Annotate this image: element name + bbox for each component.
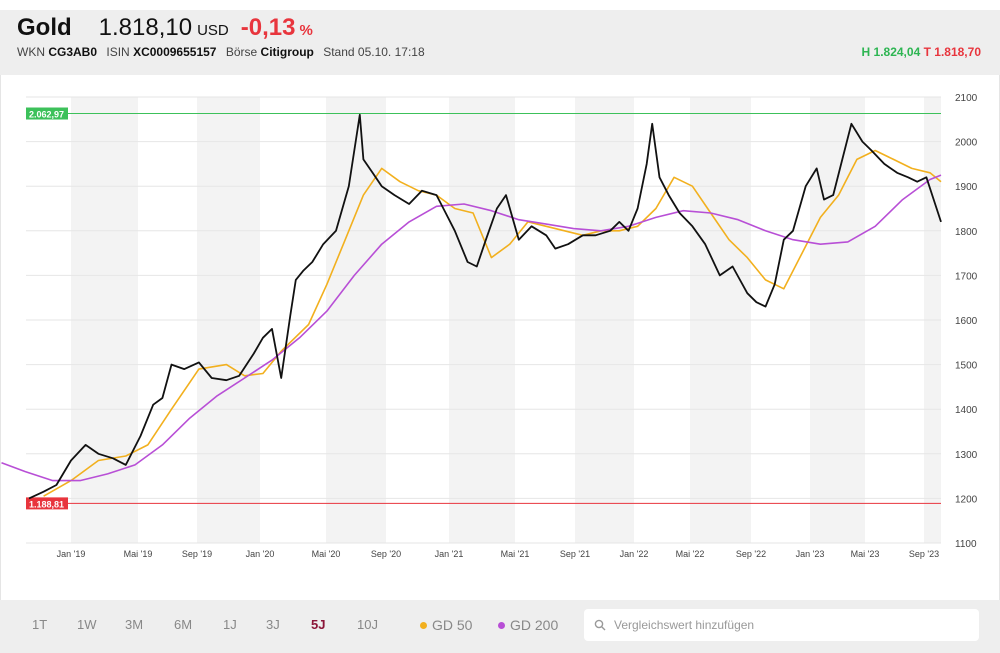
x-tick-label: Mai '22 bbox=[676, 549, 705, 559]
title-row: Gold 1.818,10 USD -0,13 % bbox=[17, 14, 313, 42]
x-tick-label: Mai '23 bbox=[851, 549, 880, 559]
x-tick-label: Sep '21 bbox=[560, 549, 590, 559]
percent-sign: % bbox=[299, 22, 313, 39]
high-low: H 1.824,04 T 1.818,70 bbox=[862, 45, 981, 59]
y-tick-label: 2000 bbox=[955, 138, 978, 149]
max-label: 2.062,97 bbox=[29, 110, 64, 120]
wkn-value: CG3AB0 bbox=[48, 45, 98, 59]
isin-label: ISIN bbox=[106, 45, 130, 59]
legend-gd200[interactable]: GD 200 bbox=[498, 617, 558, 633]
y-tick-label: 1700 bbox=[955, 271, 978, 282]
y-tick-label: 1800 bbox=[955, 227, 978, 238]
chart-toolbar: 1T 1W 3M 6M 1J 3J 5J 10J GD 50 GD 200 bbox=[0, 600, 1000, 653]
x-tick-label: Jan '22 bbox=[620, 549, 649, 559]
range-1t[interactable]: 1T bbox=[32, 617, 48, 632]
min-label-bg bbox=[26, 497, 68, 510]
gd50-label: GD 50 bbox=[432, 617, 473, 633]
compare-search[interactable] bbox=[584, 609, 979, 641]
x-tick-label: Sep '22 bbox=[736, 549, 766, 559]
wkn-label: WKN bbox=[17, 45, 45, 59]
high-label: H bbox=[861, 45, 871, 59]
x-tick-label: Mai '20 bbox=[312, 549, 341, 559]
price-chart[interactable]: 1100 1200 1300 1400 1500 1600 1700 1800 1900 2000… bbox=[1, 75, 999, 600]
y-tick-label: 1500 bbox=[955, 361, 978, 372]
x-tick-label: Jan '23 bbox=[796, 549, 825, 559]
x-tick-label: Sep '23 bbox=[909, 549, 939, 559]
x-tick-label: Jan '19 bbox=[57, 549, 86, 559]
exchange-label: Börse bbox=[225, 45, 258, 59]
search-icon bbox=[594, 619, 606, 631]
gd200-dot bbox=[498, 621, 505, 629]
legend-gd50[interactable]: GD 50 bbox=[420, 617, 472, 633]
range-5j[interactable]: 5J bbox=[311, 617, 326, 632]
min-label: 1.188,81 bbox=[29, 499, 64, 509]
x-tick-label: Jan '20 bbox=[246, 549, 275, 559]
range-3m[interactable]: 3M bbox=[125, 617, 144, 632]
low-label: T bbox=[923, 45, 931, 59]
y-tick-label: 1100 bbox=[955, 539, 977, 550]
y-tick-label: 2100 bbox=[955, 93, 978, 104]
x-tick-label: Jan '21 bbox=[435, 549, 464, 559]
y-tick-label: 1200 bbox=[955, 494, 978, 505]
stand-value: 05.10. 17:18 bbox=[357, 45, 425, 59]
x-tick-label: Sep '20 bbox=[371, 549, 401, 559]
series-line-gd200 bbox=[1, 174, 942, 482]
quote-header: Gold 1.818,10 USD -0,13 % WKN CG3AB0 ISI… bbox=[0, 10, 1000, 75]
x-tick-label: Mai '21 bbox=[501, 549, 530, 559]
y-tick-label: 1600 bbox=[955, 316, 978, 327]
compare-input[interactable] bbox=[612, 617, 956, 633]
range-6m[interactable]: 6M bbox=[174, 617, 193, 632]
last-price: 1.818,10 bbox=[98, 14, 193, 41]
exchange-value: Citigroup bbox=[260, 45, 314, 59]
gd200-label: GD 200 bbox=[510, 617, 559, 633]
series-line-gold bbox=[28, 113, 942, 500]
high-value: 1.824,04 bbox=[873, 45, 921, 59]
x-tick-label: Sep '19 bbox=[182, 549, 212, 559]
range-1w[interactable]: 1W bbox=[77, 617, 97, 632]
max-label-bg bbox=[26, 107, 68, 120]
range-3j[interactable]: 3J bbox=[266, 617, 280, 632]
low-value: 1.818,70 bbox=[934, 45, 981, 59]
y-tick-label: 1300 bbox=[955, 450, 978, 461]
currency: USD bbox=[197, 22, 229, 39]
percent-change: -0,13 bbox=[240, 14, 296, 41]
isin-value: XC0009655157 bbox=[133, 45, 217, 59]
instrument-meta: WKN CG3AB0 ISIN XC0009655157 Börse Citig… bbox=[17, 45, 425, 59]
stand-label: Stand bbox=[323, 45, 355, 59]
gd50-dot bbox=[420, 621, 427, 629]
x-tick-label: Mai '19 bbox=[124, 549, 153, 559]
chart-area[interactable]: 1100 1200 1300 1400 1500 1600 1700 1800 1900 2000… bbox=[0, 75, 1000, 600]
range-1j[interactable]: 1J bbox=[223, 617, 237, 632]
top-strip bbox=[0, 0, 1000, 10]
y-tick-label: 1900 bbox=[955, 182, 978, 193]
y-tick-label: 1400 bbox=[955, 405, 978, 416]
range-10j[interactable]: 10J bbox=[357, 617, 378, 632]
instrument-name: Gold bbox=[17, 14, 72, 41]
